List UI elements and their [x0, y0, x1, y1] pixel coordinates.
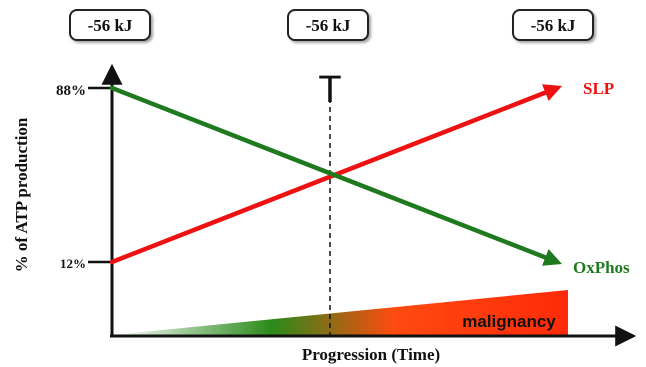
y-tick-label-12: 12%: [60, 256, 86, 271]
malignancy-label: malignancy: [462, 312, 556, 331]
x-axis-label: Progression (Time): [302, 345, 440, 364]
energy-box-2: -56 kJ: [287, 9, 369, 41]
series-line-oxphos: [109, 85, 563, 266]
y-axis-label: % of ATP production: [12, 117, 31, 272]
energy-box-label: -56 kJ: [306, 16, 351, 35]
energy-box-label: -56 kJ: [88, 16, 133, 35]
threshold-label: T: [318, 69, 341, 111]
energy-box-1: -56 kJ: [69, 9, 151, 41]
series-label-oxphos: OxPhos: [573, 258, 630, 277]
energy-box-3: -56 kJ: [512, 9, 594, 41]
malignancy-wedge: [112, 290, 568, 335]
series-label-slp: SLP: [583, 79, 614, 98]
y-tick-label-88: 88%: [56, 83, 86, 99]
energy-box-label: -56 kJ: [531, 16, 576, 35]
malignancy-band: malignancy: [112, 290, 568, 335]
